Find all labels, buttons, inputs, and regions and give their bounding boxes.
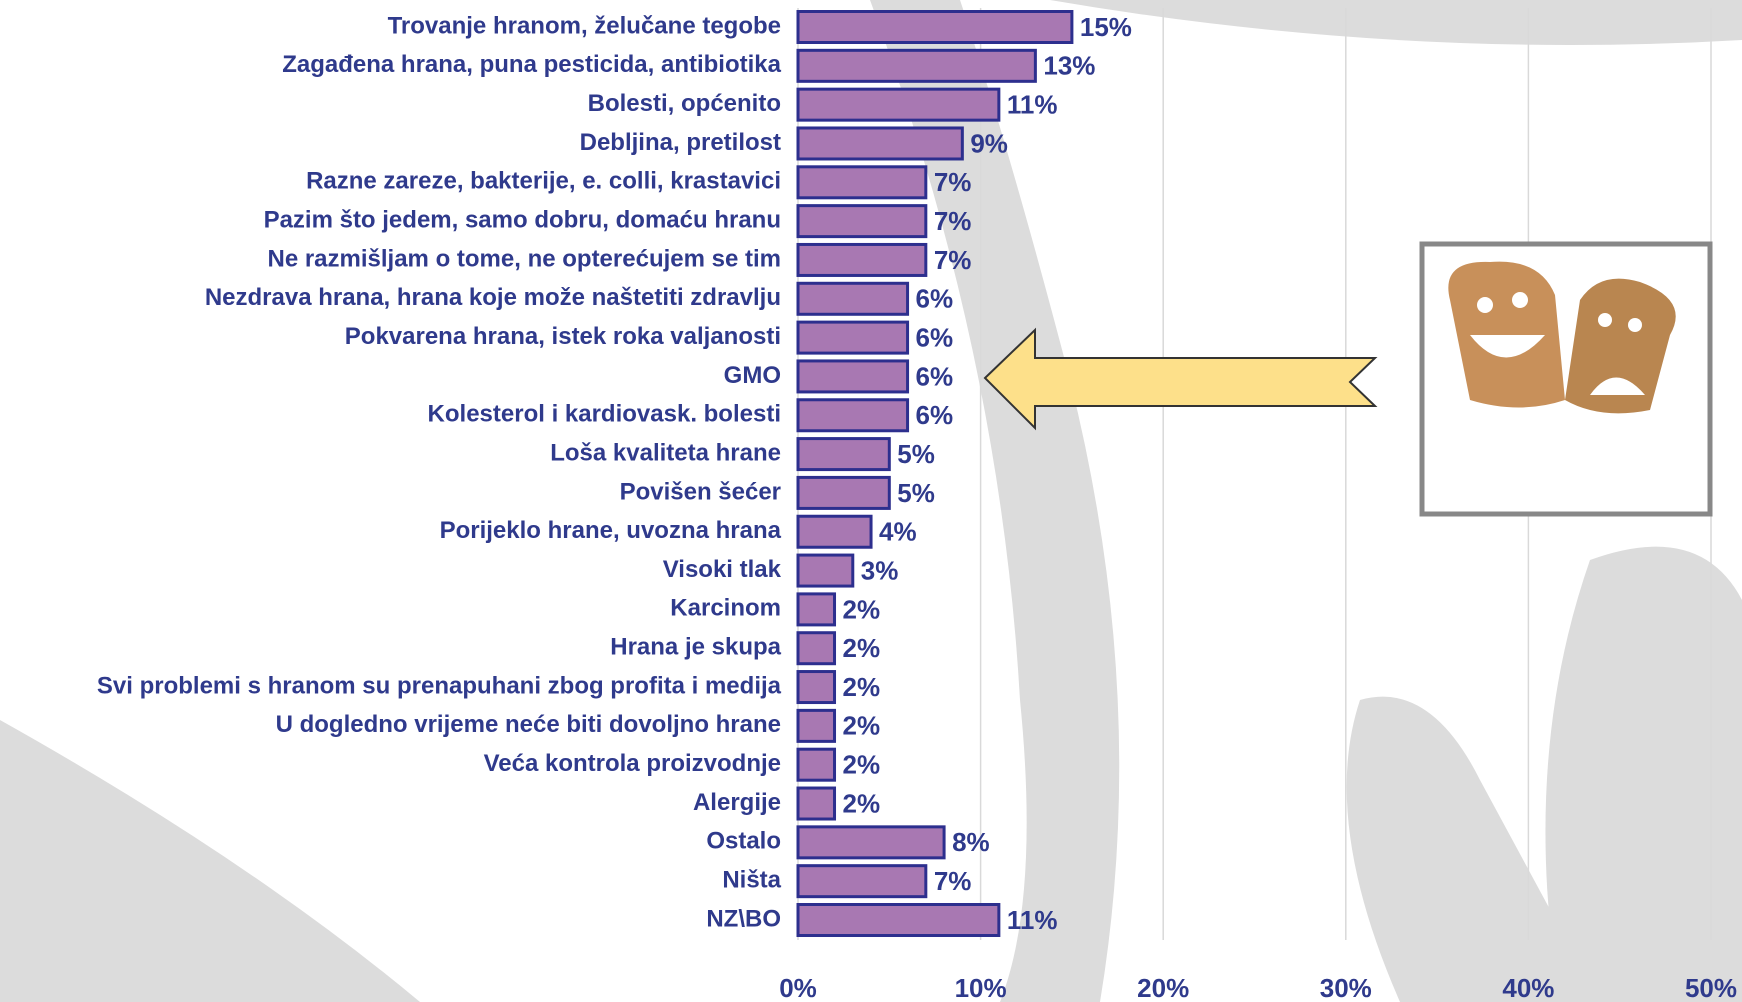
bar	[798, 167, 926, 198]
value-label: 15%	[1080, 12, 1132, 42]
bar	[798, 672, 835, 703]
bar	[798, 594, 835, 625]
bar	[798, 905, 999, 936]
category-label: Povišen šećer	[620, 478, 781, 505]
value-label: 6%	[916, 400, 954, 430]
category-label: Bolesti, općenito	[588, 90, 781, 117]
bar	[798, 827, 944, 858]
category-label: Kolesterol i kardiovask. bolesti	[428, 401, 781, 428]
value-label: 5%	[897, 439, 935, 469]
bar	[798, 477, 889, 508]
category-label: Hrana je skupa	[610, 634, 781, 661]
bar	[798, 439, 889, 470]
bar	[798, 128, 962, 159]
value-label: 7%	[934, 245, 972, 275]
value-label: 2%	[843, 633, 881, 663]
value-label: 7%	[934, 206, 972, 236]
category-label: Ništa	[722, 867, 781, 894]
bread-image	[1422, 244, 1710, 514]
value-label: 2%	[843, 594, 881, 624]
chart: 0% 10% 20% 30% 40% 50% Trovanje hranom, želuča…	[0, 0, 1742, 1002]
bar	[798, 283, 908, 314]
category-label: GMO	[724, 362, 781, 389]
value-label: 13%	[1043, 51, 1095, 81]
category-label: Zagađena hrana, puna pesticida, antibiot…	[282, 51, 781, 78]
category-label: Ostalo	[706, 828, 781, 855]
category-label: Ne razmišljam o tome, ne opterećujem se …	[267, 245, 781, 272]
bar	[798, 89, 999, 120]
bar	[798, 749, 835, 780]
bar	[798, 206, 926, 237]
value-label: 11%	[1007, 90, 1058, 120]
value-label: 7%	[934, 167, 972, 197]
x-tick-label: 20%	[1137, 973, 1189, 1002]
bar	[798, 12, 1072, 43]
value-label: 6%	[916, 284, 954, 314]
value-label: 2%	[843, 711, 881, 741]
category-label: Visoki tlak	[663, 556, 782, 583]
value-label: 6%	[916, 322, 954, 352]
bar	[798, 400, 908, 431]
bar	[798, 555, 853, 586]
category-label: Trovanje hranom, želučane tegobe	[388, 12, 781, 39]
category-label: Loša kvaliteta hrane	[550, 439, 781, 466]
category-label: Nezdrava hrana, hrana koje može naštetit…	[205, 284, 781, 311]
bar	[798, 322, 908, 353]
x-tick-label: 30%	[1320, 973, 1372, 1002]
value-label: 3%	[861, 555, 899, 585]
category-label: Porijeklo hrane, uvozna hrana	[440, 517, 782, 544]
category-label: Razne zareze, bakterije, e. colli, krast…	[306, 168, 781, 195]
value-label: 2%	[843, 750, 881, 780]
bar	[798, 633, 835, 664]
value-label: 2%	[843, 788, 881, 818]
value-label: 11%	[1007, 905, 1058, 935]
bar	[798, 516, 871, 547]
category-label: Veća kontrola proizvodnje	[484, 750, 781, 777]
category-label: U dogledno vrijeme neće biti dovoljno hr…	[276, 711, 781, 738]
value-label: 9%	[970, 128, 1008, 158]
value-label: 7%	[934, 866, 972, 896]
bar	[798, 244, 926, 275]
value-label: 8%	[952, 827, 990, 857]
x-tick-label: 40%	[1502, 973, 1554, 1002]
category-label: Alergije	[693, 789, 781, 816]
category-label: Pazim što jedem, samo dobru, domaću hran…	[264, 206, 781, 233]
bar	[798, 361, 908, 392]
category-label: NZ\BO	[706, 905, 781, 932]
bar	[798, 710, 835, 741]
value-label: 4%	[879, 517, 917, 547]
value-label: 5%	[897, 478, 935, 508]
category-label: Pokvarena hrana, istek roka valjanosti	[345, 323, 781, 350]
bar	[798, 788, 835, 819]
value-label: 2%	[843, 672, 881, 702]
x-tick-label: 50%	[1685, 973, 1737, 1002]
x-tick-label: 10%	[955, 973, 1007, 1002]
bar	[798, 50, 1035, 81]
category-label: Svi problemi s hranom su prenapuhani zbo…	[97, 672, 782, 699]
category-label: Karcinom	[670, 595, 781, 622]
x-tick-label: 0%	[779, 973, 817, 1002]
value-label: 6%	[916, 361, 954, 391]
category-label: Debljina, pretilost	[580, 129, 781, 156]
page: 0% 10% 20% 30% 40% 50% Trovanje hranom, želuča…	[0, 0, 1742, 1002]
bar	[798, 866, 926, 897]
